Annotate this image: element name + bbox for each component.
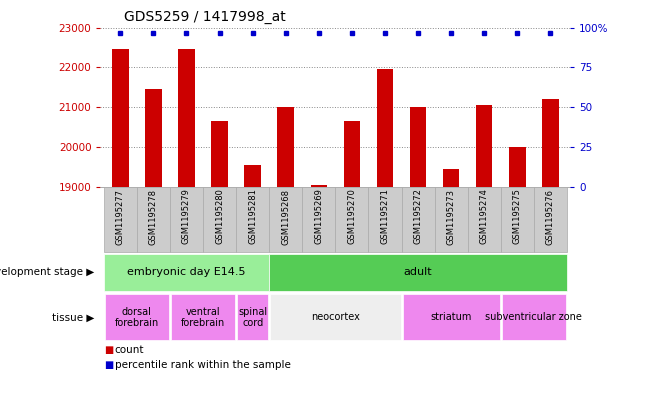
Bar <box>410 107 426 187</box>
Text: GSM1195275: GSM1195275 <box>513 189 522 244</box>
Text: GSM1195273: GSM1195273 <box>446 189 456 244</box>
Text: GSM1195274: GSM1195274 <box>480 189 489 244</box>
Text: GDS5259 / 1417998_at: GDS5259 / 1417998_at <box>124 10 286 24</box>
Bar <box>104 253 269 291</box>
Bar <box>211 121 228 187</box>
Bar <box>502 294 566 340</box>
Text: GSM1195279: GSM1195279 <box>182 189 191 244</box>
Bar <box>137 187 170 252</box>
Bar <box>236 187 269 252</box>
Bar <box>443 169 459 187</box>
Bar <box>402 187 435 252</box>
Bar <box>105 294 169 340</box>
Text: GSM1195280: GSM1195280 <box>215 189 224 244</box>
Text: GSM1195281: GSM1195281 <box>248 189 257 244</box>
Text: ■: ■ <box>104 345 113 355</box>
Text: tissue ▶: tissue ▶ <box>52 312 94 322</box>
Bar <box>476 105 492 187</box>
Bar <box>402 294 500 340</box>
Bar <box>104 187 137 252</box>
Text: GSM1195271: GSM1195271 <box>380 189 389 244</box>
Bar <box>178 50 195 187</box>
Bar <box>171 294 235 340</box>
Bar <box>435 187 468 252</box>
Text: GSM1195270: GSM1195270 <box>347 189 356 244</box>
Bar <box>302 187 336 252</box>
Bar <box>310 185 327 187</box>
Text: neocortex: neocortex <box>311 312 360 322</box>
Text: GSM1195272: GSM1195272 <box>413 189 422 244</box>
Bar <box>376 69 393 187</box>
Text: striatum: striatum <box>430 312 472 322</box>
Text: GSM1195276: GSM1195276 <box>546 189 555 244</box>
Text: GSM1195278: GSM1195278 <box>149 189 158 244</box>
Text: GSM1195277: GSM1195277 <box>116 189 125 244</box>
Bar <box>369 187 402 252</box>
Text: embryonic day E14.5: embryonic day E14.5 <box>127 267 246 277</box>
Text: GSM1195268: GSM1195268 <box>281 189 290 244</box>
Text: GSM1195269: GSM1195269 <box>314 189 323 244</box>
Text: dorsal
forebrain: dorsal forebrain <box>115 307 159 328</box>
Bar <box>112 50 128 187</box>
Text: adult: adult <box>404 267 432 277</box>
Bar <box>468 187 501 252</box>
Bar <box>269 187 302 252</box>
Text: development stage ▶: development stage ▶ <box>0 267 94 277</box>
Text: ventral
forebrain: ventral forebrain <box>181 307 225 328</box>
Bar <box>170 187 203 252</box>
Text: count: count <box>115 345 145 355</box>
Bar <box>509 147 526 187</box>
Text: subventricular zone: subventricular zone <box>485 312 583 322</box>
Bar <box>145 89 161 187</box>
Bar <box>542 99 559 187</box>
Bar <box>336 187 369 252</box>
Bar <box>237 294 268 340</box>
Bar <box>244 165 261 187</box>
Bar <box>270 294 400 340</box>
Bar <box>203 187 236 252</box>
Bar <box>269 253 567 291</box>
Bar <box>501 187 534 252</box>
Text: ■: ■ <box>104 360 113 371</box>
Bar <box>277 107 294 187</box>
Text: percentile rank within the sample: percentile rank within the sample <box>115 360 290 371</box>
Bar <box>343 121 360 187</box>
Bar <box>534 187 567 252</box>
Text: spinal
cord: spinal cord <box>238 307 267 328</box>
